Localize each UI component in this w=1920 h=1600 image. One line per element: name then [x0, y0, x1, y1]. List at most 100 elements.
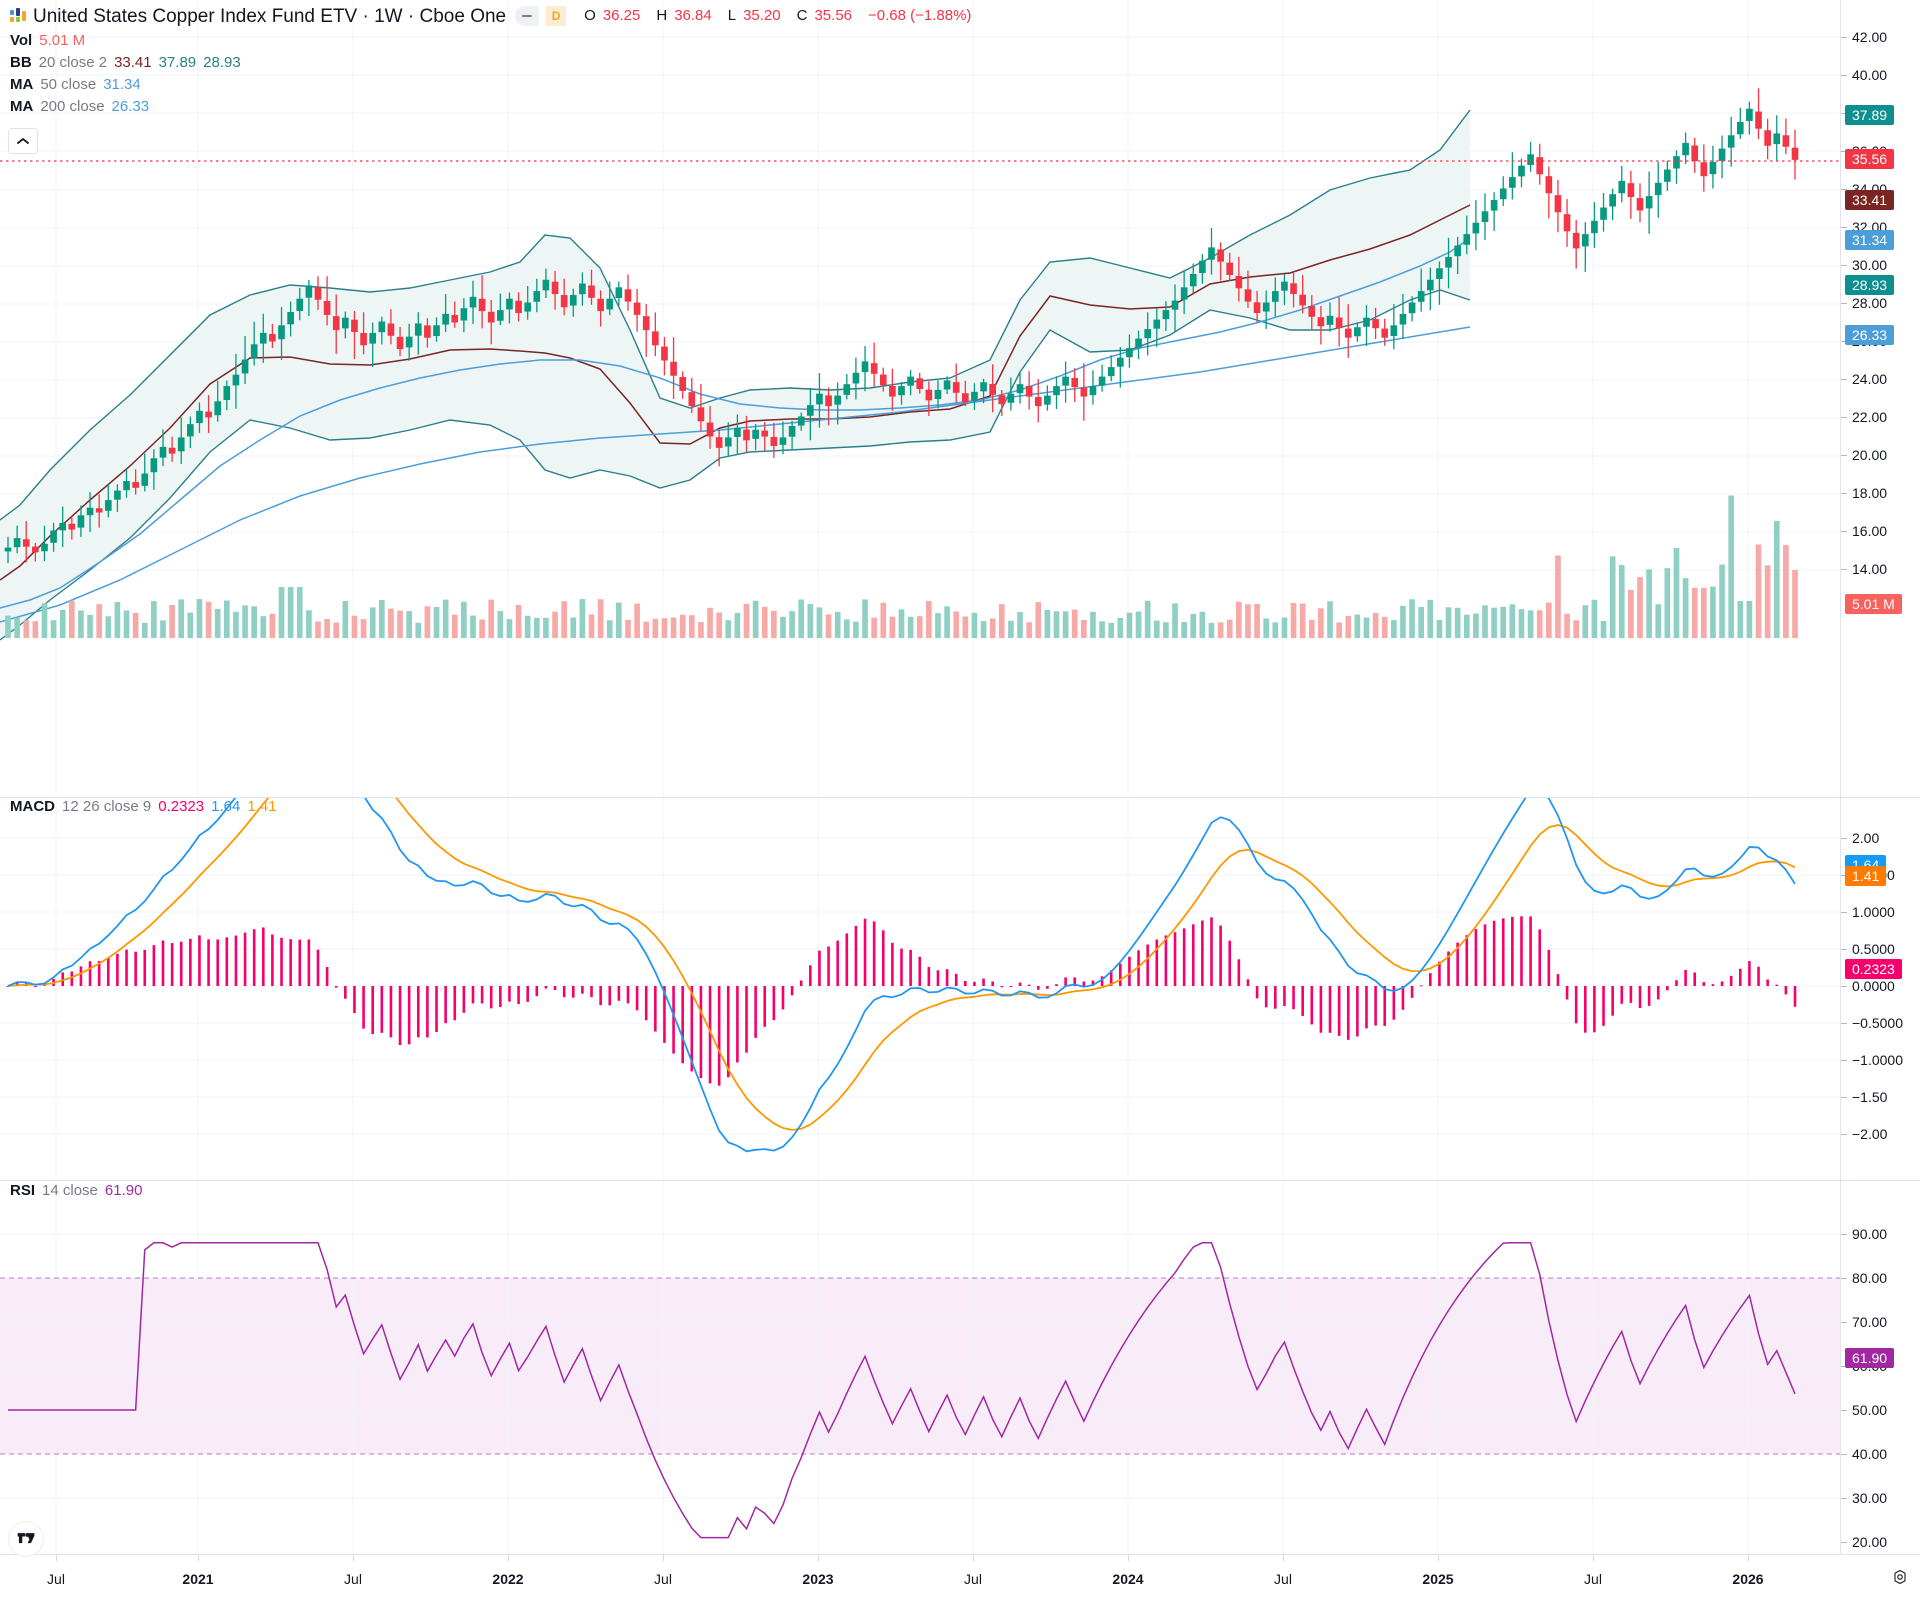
candle-body	[1034, 397, 1042, 407]
price-axis-tick	[1840, 531, 1847, 532]
candle-body	[724, 437, 732, 447]
volume-bar	[561, 601, 567, 638]
macd-hist-bar	[1319, 986, 1323, 1033]
volume-bar	[433, 607, 440, 638]
price-pane[interactable]	[0, 0, 1840, 797]
volume-bar	[32, 621, 39, 638]
candle-body	[1290, 283, 1297, 294]
volume-bar	[1254, 603, 1260, 638]
volume-bar	[488, 599, 495, 638]
macd-hist-bar	[763, 986, 767, 1027]
volume-bar	[1482, 605, 1488, 638]
volume-bar	[451, 614, 458, 638]
tradingview-logo[interactable]	[8, 1521, 44, 1557]
candle-body	[788, 426, 796, 437]
chart-settings-button[interactable]	[1888, 1565, 1912, 1589]
macd-hist-bar	[207, 939, 210, 986]
candle-body	[1581, 234, 1589, 247]
macd-main-line	[7, 798, 1796, 1153]
ma200-price-pill[interactable]: 26.33	[1845, 324, 1895, 345]
volume-bar	[1108, 622, 1115, 638]
macd-hist-bar	[1511, 916, 1514, 986]
rsi-axis[interactable]: 90.0080.0070.0060.0050.0040.0030.0020.00…	[1840, 1181, 1920, 1555]
macd-hist-bar	[1164, 935, 1168, 986]
rsi-pane[interactable]	[0, 1181, 1840, 1555]
volume-bar	[1391, 620, 1397, 638]
candle-body	[1627, 183, 1635, 198]
volume-bar	[1546, 602, 1552, 638]
bb-lower-price-pill[interactable]: 28.93	[1845, 275, 1895, 296]
rsi-value-pill[interactable]: 61.90	[1845, 1347, 1895, 1368]
macd-hist-bar	[1429, 973, 1432, 986]
macd-hist-bar	[1419, 985, 1423, 987]
macd-hist-bar	[1173, 932, 1177, 986]
bb-basis-price-pill[interactable]: 33.41	[1845, 190, 1895, 211]
macd-hist-bar	[1720, 981, 1724, 986]
ma50-price-pill[interactable]: 31.34	[1845, 229, 1895, 250]
candle-body	[250, 344, 258, 359]
volume-bar	[1126, 612, 1133, 638]
tradingview-logo-icon	[17, 1533, 35, 1544]
collapse-legend-button[interactable]	[8, 128, 38, 154]
candle-body	[177, 437, 185, 452]
volume-bar	[1163, 622, 1169, 638]
macd-hist-bar	[626, 986, 630, 1004]
macd-hist-bar	[508, 986, 511, 1002]
time-axis[interactable]: Jul 2021 Jul 2022 Jul 2023 Jul 2024 Jul 2025 Jul 20…	[0, 1555, 1920, 1600]
volume-bar	[752, 600, 759, 638]
macd-pane[interactable]	[0, 798, 1840, 1180]
macd-hist-bar	[790, 986, 794, 996]
rsi-axis-tick	[1840, 1278, 1847, 1279]
candle-body	[451, 315, 459, 323]
macd-hist-bar	[845, 933, 849, 986]
macd-hist-bar	[116, 953, 119, 986]
macd-hist-bar	[1128, 956, 1131, 986]
last-price-pill[interactable]: 35.56	[1845, 149, 1895, 170]
candle-body	[223, 386, 231, 401]
volume-bar	[616, 602, 622, 638]
macd-hist-bar	[1283, 986, 1286, 1006]
volume-bar	[306, 610, 312, 638]
volume-bar	[1646, 569, 1652, 638]
candle-body	[1381, 328, 1389, 338]
candle-body	[807, 405, 814, 416]
volume-bar	[825, 614, 832, 638]
macd-hist-bar	[1520, 916, 1523, 986]
volume-bar	[916, 616, 923, 638]
candlestick-series	[4, 88, 1799, 564]
volume-bar	[1327, 601, 1333, 638]
macd-hist-bar	[1656, 986, 1660, 1000]
candle-body	[497, 310, 504, 321]
rsi-axis-label: 90.00	[1852, 1226, 1888, 1242]
volume-bar	[360, 619, 367, 638]
time-axis-label: 2024	[1112, 1571, 1144, 1587]
macd-hist-bar	[608, 986, 612, 1006]
candle-body	[1509, 177, 1516, 188]
candle-body	[1007, 393, 1015, 403]
macd-hist-bar	[1538, 929, 1542, 986]
volume-bar	[388, 608, 394, 638]
volume-bar	[643, 621, 650, 638]
price-chart-svg	[0, 0, 1840, 797]
volume-bar	[1308, 619, 1315, 638]
volume-bar	[1573, 620, 1580, 638]
macd-axis[interactable]: 2.001.50001.00000.50000.0000−0.5000−1.00…	[1840, 798, 1920, 1180]
macd-hist-bar	[945, 969, 949, 986]
volume-bar	[196, 599, 203, 638]
volume-bar	[926, 601, 932, 638]
time-axis-label: Jul	[1584, 1571, 1602, 1587]
volume-bar	[789, 611, 795, 638]
volume-pill[interactable]: 5.01 M	[1845, 594, 1902, 614]
macd-hist-bar	[371, 986, 374, 1035]
macd-hist-bar	[1228, 940, 1232, 986]
macd-signal-pill[interactable]: 1.41	[1845, 865, 1887, 886]
candle-body	[861, 361, 869, 373]
bb-upper-price-pill[interactable]: 37.89	[1845, 105, 1895, 126]
macd-hist-bar	[1620, 986, 1624, 1004]
volume-bar	[533, 617, 540, 638]
price-axis[interactable]: 42.0040.0038.0036.0034.0032.0030.0028.00…	[1840, 0, 1920, 797]
volume-bar	[406, 611, 412, 638]
candle-body	[1253, 302, 1261, 313]
macd-hist-pill[interactable]: 0.2323	[1845, 958, 1902, 979]
candle-body	[1645, 196, 1653, 209]
